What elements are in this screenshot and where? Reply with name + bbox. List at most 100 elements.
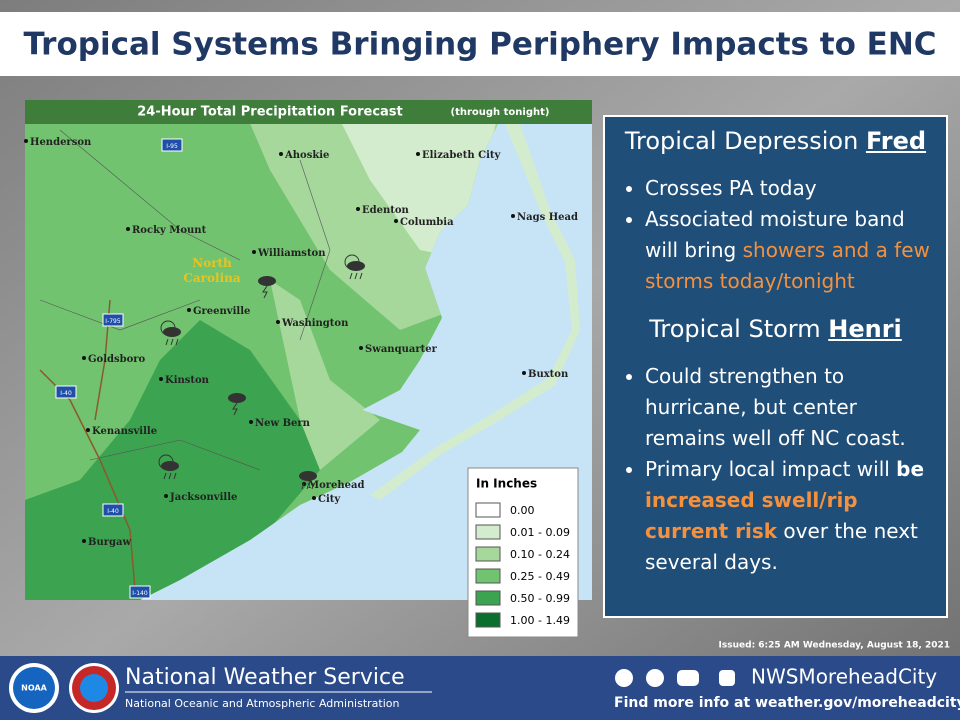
section-heading: Tropical Depression Fred [619, 127, 932, 155]
text-segment: Crosses PA today [645, 176, 817, 200]
place-dot [164, 494, 168, 498]
bullet: Primary local impact will be increased s… [645, 454, 932, 578]
place-label: Kenansville [92, 426, 157, 437]
text-segment: Tropical Storm [649, 315, 829, 343]
place-label: Greenville [193, 306, 250, 317]
highway-label: I-40 [60, 390, 72, 397]
place-dot [394, 219, 398, 223]
outer-banks [370, 124, 580, 500]
highway-shield [102, 313, 124, 327]
legend-label: 1.00 - 1.49 [510, 614, 570, 627]
highways: I-95 I-795 I-40 I-40 I-140 [55, 138, 183, 599]
place-label: Swanquarter [365, 344, 438, 355]
place-label: Williamston [257, 248, 326, 259]
highway-shield [102, 503, 124, 517]
place-dot [126, 227, 130, 231]
bullet-list: Could strengthen to hurricane, but cente… [619, 361, 932, 578]
place-label: Rocky Mount [132, 225, 207, 236]
highway-shield [55, 385, 77, 399]
place-dot [416, 152, 420, 156]
place-label: Burgaw [88, 537, 131, 548]
text-segment: Henri [828, 315, 902, 343]
highway-label: I-40 [107, 508, 119, 515]
legend-swatch [475, 590, 501, 606]
text-segment: be [896, 457, 925, 481]
legend-label: 0.10 - 0.24 [510, 548, 570, 561]
place-label: City [318, 494, 341, 505]
highway-label: I-140 [132, 590, 148, 597]
place-dot [356, 207, 360, 211]
place-label: Edenton [362, 205, 410, 216]
legend-label: 0.01 - 0.09 [510, 526, 570, 539]
text-segment: Tropical Depression [624, 127, 866, 155]
place-dot [159, 377, 163, 381]
place-label: Kinston [165, 375, 210, 386]
bullet-list: Crosses PA today Associated moisture band… [619, 173, 932, 297]
bullet: Crosses PA today [645, 173, 932, 204]
info-panel: Tropical Depression Fred Crosses PA today… [603, 115, 948, 618]
legend-label: 0.50 - 0.99 [510, 592, 570, 605]
map-subtitle: (through tonight) [451, 107, 550, 118]
place-label: Washington [281, 318, 349, 329]
title: Tropical Systems Bringing Periphery Impa… [23, 27, 936, 63]
issued: Issued: 6:25 AM Wednesday, August 18, 20… [719, 641, 950, 651]
legend-label: 0.25 - 0.49 [510, 570, 570, 583]
place-label: Buxton [528, 369, 569, 380]
place-label: Columbia [400, 217, 454, 228]
place-dot [82, 356, 86, 360]
place-label: Henderson [30, 137, 92, 148]
place-label: Nags Head [517, 212, 578, 223]
text-segment: Fred [865, 127, 927, 155]
bullet: Associated moisture band will bring show… [645, 204, 932, 297]
highway-shield [129, 585, 151, 599]
highway-label: I-95 [166, 143, 178, 150]
title-bar [0, 12, 960, 76]
place-dot [187, 308, 191, 312]
parent-agency: National Oceanic and Atmospheric Adminis… [125, 697, 399, 710]
place-dot [82, 539, 86, 543]
place-label: New Bern [255, 418, 311, 429]
place-label: Morehead [308, 480, 364, 491]
section-heading: Tropical Storm Henri [619, 315, 932, 343]
place-dot [276, 320, 280, 324]
region-label: Carolina [183, 271, 240, 285]
place-label: Jacksonville [169, 492, 237, 503]
place-dot [279, 152, 283, 156]
region-label: North [192, 256, 232, 270]
text-segment: over the next several days. [645, 519, 918, 574]
footer [0, 656, 960, 720]
text-segment: Could strengthen to hurricane, but cente… [645, 364, 906, 450]
handle[interactable]: NWSMoreheadCity [751, 665, 937, 689]
place-dot [249, 420, 253, 424]
legend-label: 0.00 [510, 504, 535, 517]
legend-swatch [475, 568, 501, 584]
place-dot [24, 139, 28, 143]
place-dot [86, 428, 90, 432]
legend: 0.00 0.01 - 0.09 0.10 - 0.24 0.25 - 0.49 0.5… [475, 502, 570, 628]
agency: National Weather Service [125, 665, 405, 690]
text-segment: Associated moisture band will bring [645, 207, 905, 262]
map-title: 24-Hour Total Precipitation Forecast [137, 105, 403, 120]
text-segment: Primary local impact will [645, 457, 897, 481]
legend-swatch [475, 524, 501, 540]
place-label: Ahoskie [284, 150, 329, 161]
link[interactable]: Find more info at weather.gov/moreheadci… [614, 695, 960, 711]
bullet: Could strengthen to hurricane, but cente… [645, 361, 932, 454]
text-segment: increased swell/rip current risk [645, 488, 858, 543]
map-title-bar [25, 100, 592, 124]
social-icons [615, 669, 735, 687]
place-dot [522, 371, 526, 375]
noaa-logo-text: NOAA [21, 684, 47, 693]
place-dot [252, 250, 256, 254]
place-label: Elizabeth City [422, 150, 501, 161]
legend-swatch [475, 546, 501, 562]
legend-swatch [475, 612, 501, 628]
highway-label: I-795 [105, 318, 121, 325]
place-dot [511, 214, 515, 218]
weather-icons [158, 254, 365, 490]
legend-title: In Inches [476, 477, 537, 491]
place-dot [359, 346, 363, 350]
place-dot [312, 496, 316, 500]
